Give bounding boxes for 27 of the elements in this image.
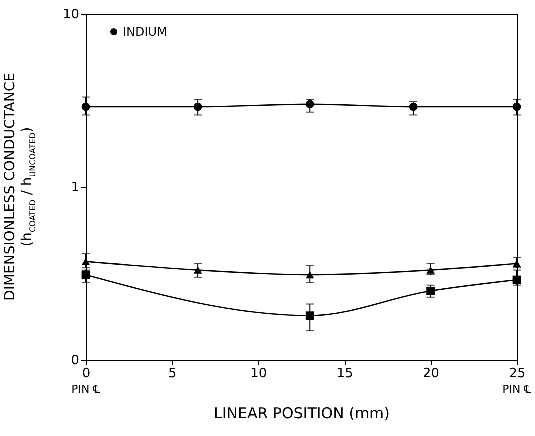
point [194,266,202,274]
point [306,271,314,279]
x-axis-title: LINEAR POSITION (mm) [214,404,390,422]
point [306,312,314,320]
point [82,102,90,112]
x-tick-label: 0 [82,366,91,382]
point [512,102,522,112]
y-tick-label: 0 [71,354,80,368]
x-tick-label: 25 [509,366,526,382]
x-tick-label: 5 [168,366,177,382]
y-tick-label: 1 [71,180,80,196]
y-tick-label: 10 [62,8,80,22]
point [306,100,314,109]
legend-label: INDIUM [123,25,168,39]
point [426,286,435,296]
point [426,266,435,274]
point [409,102,418,112]
x-tick-label: 20 [423,366,440,382]
x-tick-label: 15 [336,366,354,382]
point [82,258,90,266]
x-tick-label: 10 [250,366,268,382]
point [512,276,522,284]
text: PIN ℄ [72,383,100,396]
point [512,260,522,268]
text: PIN ℄ [502,383,532,396]
point [194,102,202,112]
point [82,270,90,280]
